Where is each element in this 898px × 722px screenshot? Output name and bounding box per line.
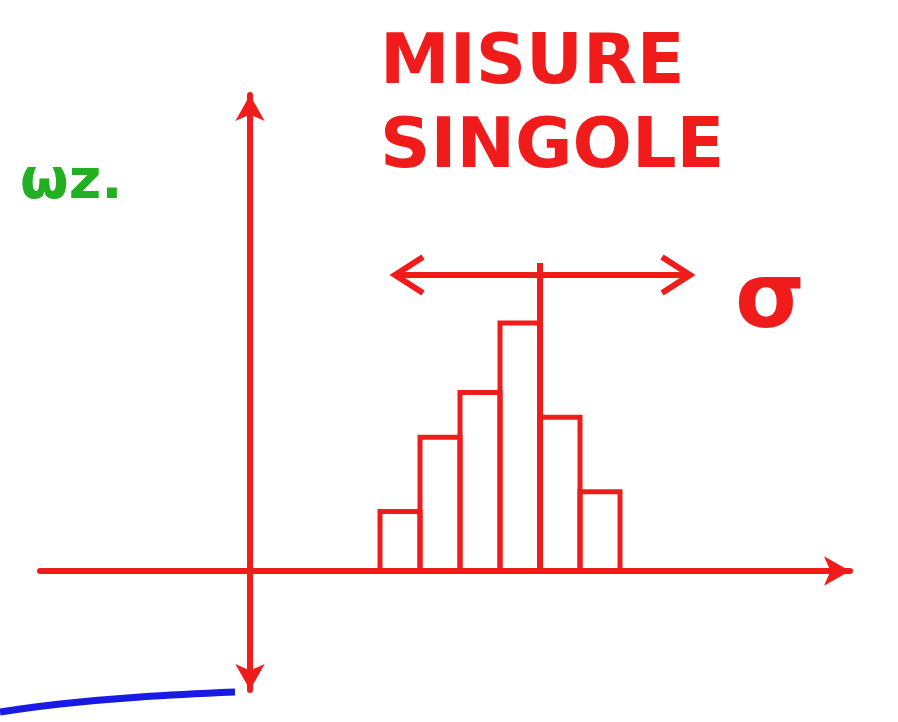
svg-text:SINGOLE: SINGOLE [380,102,724,184]
svg-text:MISURE: MISURE [380,18,685,100]
svg-text:σ: σ [735,243,805,348]
svg-text:ωz.: ωz. [20,146,123,211]
